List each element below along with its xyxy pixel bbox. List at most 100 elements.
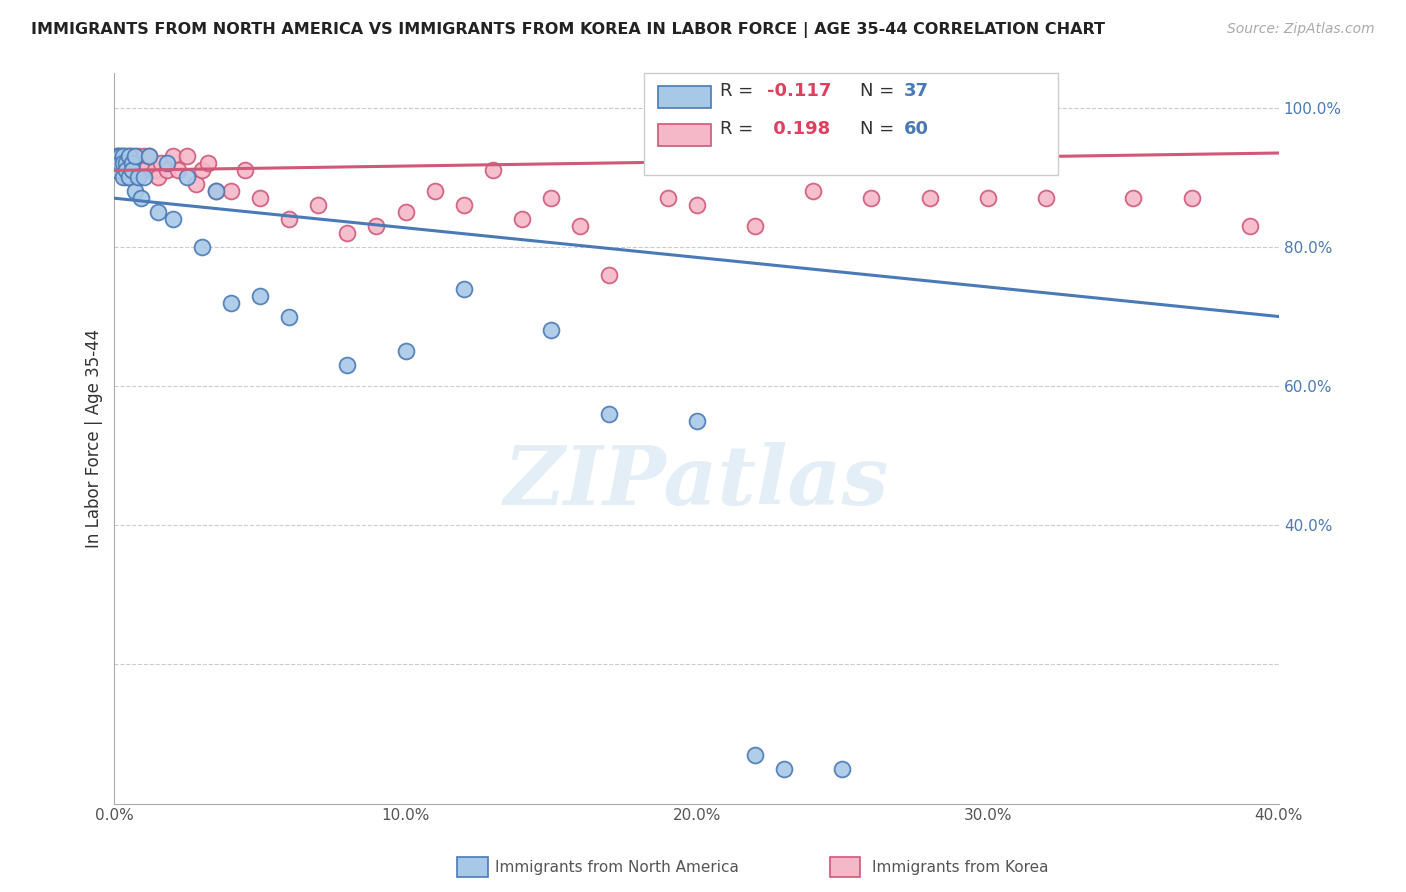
Text: -0.117: -0.117 [766, 82, 831, 100]
Point [1239, 219, 1261, 233]
Point [124, 163, 146, 178]
Point [118, 170, 141, 185]
Point [156, 156, 179, 170]
Point [860, 191, 883, 205]
Point [569, 219, 592, 233]
Point [118, 149, 141, 163]
Point [105, 156, 128, 170]
Point [118, 163, 141, 178]
Point [977, 191, 1000, 205]
Point [197, 156, 219, 170]
Text: 60: 60 [904, 120, 929, 138]
Point [115, 156, 138, 170]
Point [184, 178, 207, 192]
Point [156, 163, 179, 178]
Point [307, 198, 329, 212]
Point [110, 149, 132, 163]
Point [176, 170, 198, 185]
Point [112, 149, 135, 163]
Text: Immigrants from Korea: Immigrants from Korea [872, 860, 1049, 874]
Point [115, 149, 138, 163]
FancyBboxPatch shape [644, 73, 1057, 175]
Point [167, 163, 190, 178]
Point [235, 163, 257, 178]
Text: R =: R = [720, 120, 759, 138]
Point [394, 344, 416, 359]
Point [190, 163, 212, 178]
Point [598, 407, 620, 421]
Point [129, 191, 152, 205]
FancyBboxPatch shape [658, 124, 710, 146]
Text: 0.198: 0.198 [766, 120, 830, 138]
Point [657, 191, 679, 205]
Point [540, 323, 562, 337]
Point [121, 156, 143, 170]
Point [110, 156, 132, 170]
Point [685, 414, 707, 428]
Point [138, 149, 160, 163]
Point [110, 156, 132, 170]
Point [124, 149, 146, 163]
Point [127, 170, 149, 185]
Point [278, 212, 301, 227]
Point [423, 184, 446, 198]
Point [336, 358, 359, 372]
Point [162, 212, 184, 227]
Point [112, 163, 135, 178]
Point [146, 170, 169, 185]
Point [132, 163, 155, 178]
Point [510, 212, 533, 227]
Point [138, 149, 160, 163]
Point [773, 762, 796, 776]
Point [219, 184, 242, 198]
Point [132, 149, 155, 163]
Point [205, 184, 228, 198]
Point [121, 149, 143, 163]
Point [831, 762, 853, 776]
Point [127, 170, 149, 185]
Text: Source: ZipAtlas.com: Source: ZipAtlas.com [1227, 22, 1375, 37]
Point [249, 288, 271, 302]
Text: ZIPatlas: ZIPatlas [503, 442, 890, 522]
Text: Immigrants from North America: Immigrants from North America [495, 860, 738, 874]
Point [685, 198, 707, 212]
Point [744, 747, 766, 762]
Point [394, 205, 416, 219]
Point [482, 163, 505, 178]
Point [143, 163, 166, 178]
Point [105, 149, 128, 163]
Text: 37: 37 [904, 82, 929, 100]
Point [162, 149, 184, 163]
Text: R =: R = [720, 82, 759, 100]
Point [453, 198, 475, 212]
Point [918, 191, 941, 205]
Point [112, 156, 135, 170]
Point [1035, 191, 1057, 205]
Point [121, 163, 143, 178]
Point [453, 282, 475, 296]
Point [127, 149, 149, 163]
Point [124, 184, 146, 198]
Point [132, 170, 155, 185]
Point [112, 156, 135, 170]
FancyBboxPatch shape [658, 87, 710, 108]
Point [150, 156, 173, 170]
Point [540, 191, 562, 205]
Point [336, 226, 359, 240]
Point [249, 191, 271, 205]
Point [1181, 191, 1204, 205]
Text: N =: N = [859, 82, 900, 100]
Point [598, 268, 620, 282]
Point [1122, 191, 1144, 205]
Point [115, 163, 138, 178]
Point [118, 149, 141, 163]
Point [115, 170, 138, 185]
Point [105, 149, 128, 163]
Point [112, 170, 135, 185]
Point [744, 219, 766, 233]
Y-axis label: In Labor Force | Age 35-44: In Labor Force | Age 35-44 [86, 329, 103, 548]
Point [366, 219, 388, 233]
Text: IMMIGRANTS FROM NORTH AMERICA VS IMMIGRANTS FROM KOREA IN LABOR FORCE | AGE 35-4: IMMIGRANTS FROM NORTH AMERICA VS IMMIGRA… [31, 22, 1105, 38]
Point [124, 156, 146, 170]
Point [105, 163, 128, 178]
